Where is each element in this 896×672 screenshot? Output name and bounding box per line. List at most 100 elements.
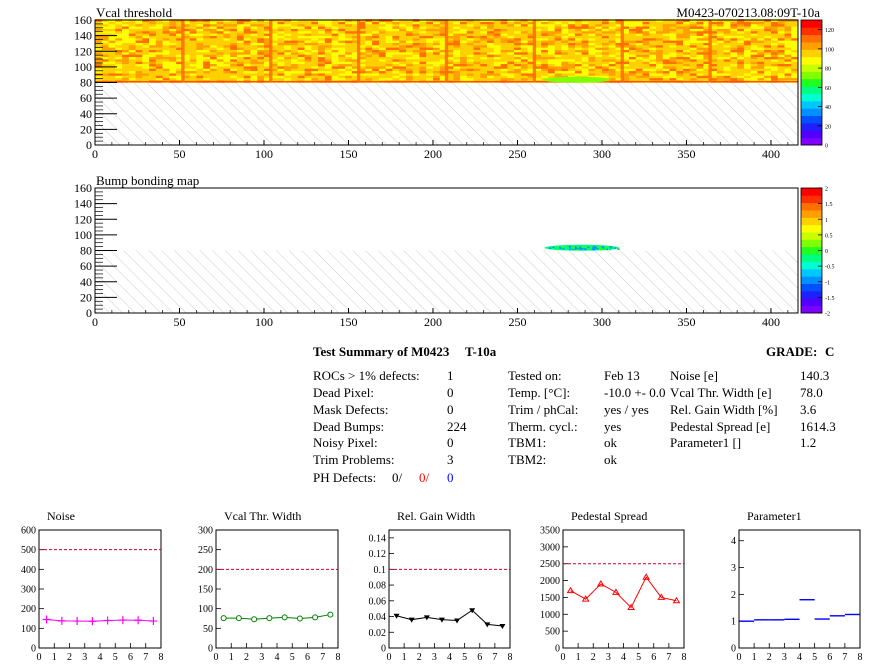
map-cell — [128, 66, 136, 69]
map-cell — [297, 70, 305, 74]
map-cell — [135, 28, 143, 32]
map-cell — [196, 59, 204, 62]
map-cell — [311, 66, 319, 69]
map-cell — [764, 80, 772, 83]
map-cell — [669, 54, 677, 58]
map-cell — [601, 40, 610, 43]
map-cell — [331, 40, 339, 43]
map-cell — [480, 75, 488, 79]
map-cell — [257, 28, 265, 32]
map-cell — [716, 77, 724, 81]
map-cell — [723, 77, 731, 81]
map-cell — [345, 40, 353, 43]
data-point — [281, 614, 288, 621]
map-cell — [635, 66, 643, 69]
map-cell — [777, 73, 785, 76]
map-cell — [412, 19, 420, 22]
map-cell — [378, 37, 386, 41]
map-cell — [527, 30, 535, 34]
map-cell — [696, 26, 704, 29]
map-cell — [757, 61, 765, 65]
map-cell — [791, 54, 799, 58]
map-cell — [784, 23, 792, 27]
map-cell — [588, 66, 596, 69]
map-cell — [338, 73, 346, 76]
map-cell — [541, 42, 549, 46]
dead-bump-region — [542, 76, 611, 83]
map-cell — [284, 42, 292, 46]
map-cell — [473, 37, 481, 41]
map-cell — [696, 59, 704, 62]
map-cell — [176, 56, 184, 60]
map-cell — [601, 80, 610, 83]
map-cell — [750, 47, 758, 50]
map-cell — [689, 59, 697, 62]
map-cell — [372, 68, 380, 72]
map-cell — [95, 75, 103, 79]
y-tick-label: 300 — [21, 585, 36, 596]
data-point — [423, 615, 430, 621]
map-cell — [656, 45, 664, 48]
map-cell — [493, 49, 501, 53]
map-cell — [588, 26, 596, 29]
map-cell — [473, 52, 481, 55]
map-cell — [750, 19, 758, 22]
map-cell — [635, 68, 643, 72]
map-cell — [304, 68, 312, 72]
map-cell — [561, 21, 569, 25]
map-cell — [270, 77, 278, 81]
map-cell — [432, 77, 441, 81]
bump-cell — [587, 246, 590, 249]
map-cell — [236, 26, 245, 29]
map-cell — [182, 19, 190, 22]
map-cell — [243, 19, 251, 22]
map-cell — [608, 30, 616, 34]
map-cell — [351, 30, 359, 34]
map-cell — [95, 80, 103, 83]
map-cell — [95, 66, 103, 69]
map-cell — [608, 68, 616, 72]
map-cell — [554, 30, 562, 34]
map-cell — [122, 75, 130, 79]
map-cell — [101, 80, 109, 83]
map-cell — [750, 80, 758, 83]
map-cell — [365, 28, 373, 32]
map-cell — [324, 26, 332, 29]
map-cell — [101, 63, 109, 67]
map-cell — [236, 35, 245, 39]
bump-cell — [609, 246, 612, 248]
map-cell — [534, 30, 542, 34]
map-cell — [236, 49, 245, 53]
map-cell — [635, 33, 643, 36]
map-cell — [189, 23, 197, 27]
map-cell — [520, 61, 528, 65]
map-cell — [426, 61, 434, 65]
map-cell — [345, 68, 353, 72]
map-cell — [514, 47, 522, 50]
map-cell — [683, 42, 691, 46]
map-cell — [169, 77, 177, 81]
map-cell — [514, 23, 522, 27]
map-cell — [297, 73, 305, 76]
map-cell — [358, 70, 366, 74]
x-tick-label: 350 — [677, 147, 695, 161]
map-cell — [209, 33, 217, 36]
map-cell — [135, 40, 143, 43]
map-cell — [419, 21, 427, 25]
map-cell — [730, 54, 738, 58]
map-cell — [203, 21, 211, 25]
map-cell — [595, 68, 603, 72]
map-cell — [629, 70, 637, 74]
y-tick-label: 0.1 — [374, 565, 387, 576]
map-cell — [135, 33, 143, 36]
missing-roc-hatch — [95, 82, 798, 145]
map-cell — [446, 26, 454, 29]
map-cell — [473, 49, 481, 53]
map-cell — [622, 35, 630, 39]
map-cell — [405, 59, 414, 62]
map-cell — [189, 26, 197, 29]
map-cell — [669, 63, 677, 67]
map-cell — [460, 66, 468, 69]
map-cell — [764, 40, 772, 43]
map-cell — [487, 63, 495, 67]
